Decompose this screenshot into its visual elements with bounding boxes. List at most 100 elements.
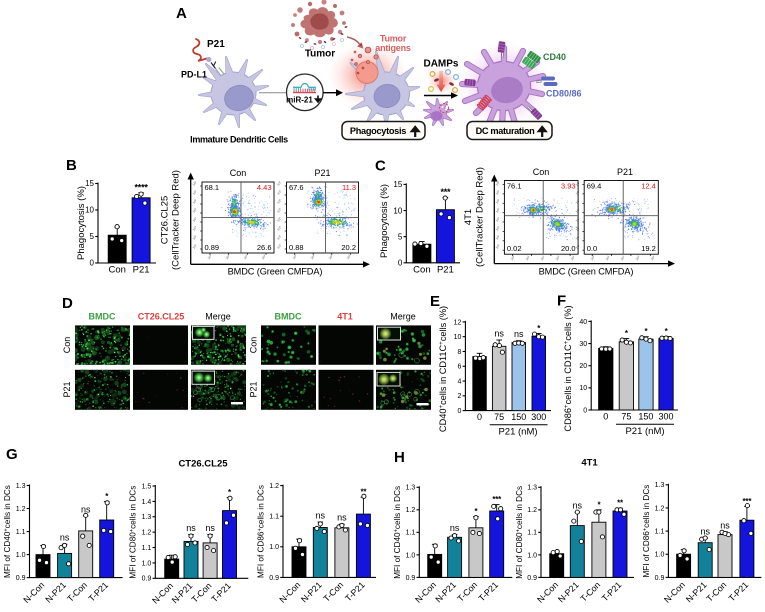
svg-text:68.1: 68.1	[205, 183, 220, 192]
svg-text:1.1: 1.1	[655, 528, 665, 535]
svg-text:1.0: 1.0	[655, 552, 665, 559]
svg-text:4T1: 4T1	[581, 458, 598, 469]
svg-text:102: 102	[540, 254, 547, 261]
svg-text:0.9: 0.9	[655, 575, 665, 582]
svg-text:103: 103	[555, 254, 562, 261]
svg-text:CT26.CL25: CT26.CL25	[160, 196, 171, 245]
svg-text:**: **	[360, 488, 367, 497]
svg-text:ns: ns	[337, 513, 347, 523]
svg-text:102: 102	[575, 234, 582, 241]
svg-text:BMDC (Green CMFDA): BMDC (Green CMFDA)	[228, 267, 323, 277]
svg-text:105: 105	[192, 207, 199, 214]
svg-text:P21: P21	[437, 264, 454, 275]
svg-text:101: 101	[310, 253, 317, 260]
svg-text:Tumor: Tumor	[380, 34, 407, 44]
svg-text:76.1: 76.1	[507, 182, 522, 191]
svg-text:1.2: 1.2	[269, 483, 279, 490]
svg-text:15: 15	[393, 180, 402, 189]
svg-text:ns: ns	[186, 523, 196, 533]
svg-text:*: *	[597, 500, 601, 509]
svg-text:102: 102	[276, 180, 283, 187]
svg-text:1.1: 1.1	[142, 545, 152, 552]
svg-text:101: 101	[276, 189, 283, 196]
svg-text:ns: ns	[81, 504, 91, 514]
svg-text:4T1: 4T1	[337, 312, 353, 322]
svg-text:BMDC: BMDC	[89, 312, 116, 322]
svg-text:1.2: 1.2	[655, 505, 665, 512]
svg-text:101: 101	[192, 189, 199, 196]
svg-text:P21 (nM): P21 (nM)	[498, 427, 537, 438]
svg-text:100: 100	[276, 198, 283, 205]
svg-text:ns: ns	[205, 523, 215, 533]
svg-text:105: 105	[276, 207, 283, 214]
svg-text:150: 150	[511, 412, 526, 422]
svg-text:1.0: 1.0	[406, 552, 416, 559]
svg-text:Con: Con	[413, 264, 430, 275]
svg-text:40: 40	[579, 319, 587, 326]
svg-text:MFI of CD40+cells in DCs: MFI of CD40+cells in DCs	[3, 485, 12, 578]
svg-text:0.0: 0.0	[587, 244, 597, 253]
svg-text:ns: ns	[573, 501, 583, 511]
svg-text:MFI of CD40+cells in DCs: MFI of CD40+cells in DCs	[393, 486, 402, 579]
svg-text:*: *	[105, 492, 109, 501]
svg-text:MFI of CD86+cells in DCs: MFI of CD86+cells in DCs	[257, 485, 266, 578]
svg-text:102: 102	[192, 234, 199, 241]
svg-text:CD40+cells in CD11C+cells (%): CD40+cells in CD11C+cells (%)	[438, 306, 448, 432]
svg-text:Con: Con	[62, 337, 72, 354]
svg-text:102: 102	[192, 180, 199, 187]
svg-text:102: 102	[328, 253, 335, 260]
svg-text:CT26.CL25: CT26.CL25	[178, 459, 228, 470]
svg-text:P21: P21	[207, 39, 225, 50]
svg-text:CD86+cells in CD11C+cells (%): CD86+cells in CD11C+cells (%)	[563, 305, 573, 431]
svg-text:ns: ns	[450, 523, 460, 533]
svg-text:ns: ns	[316, 511, 326, 521]
svg-text:3.93: 3.93	[561, 182, 576, 191]
svg-text:PD-L1: PD-L1	[181, 70, 207, 80]
svg-text:1.0: 1.0	[16, 552, 26, 559]
svg-text:102: 102	[575, 180, 582, 187]
svg-text:0: 0	[90, 259, 95, 268]
svg-text:10: 10	[454, 334, 462, 341]
svg-text:6: 6	[457, 364, 461, 371]
svg-text:69.4: 69.4	[587, 182, 602, 191]
svg-text:101: 101	[495, 189, 502, 196]
svg-text:1.0: 1.0	[142, 560, 152, 567]
svg-text:0.89: 0.89	[205, 243, 220, 252]
svg-text:Merge: Merge	[205, 312, 231, 322]
svg-text:1.0: 1.0	[527, 552, 537, 559]
svg-text:P21: P21	[617, 167, 633, 177]
svg-text:102: 102	[620, 254, 627, 261]
svg-text:4T1: 4T1	[463, 209, 474, 225]
svg-text:0.9: 0.9	[527, 575, 537, 582]
svg-text:102: 102	[495, 234, 502, 241]
svg-text:102: 102	[276, 234, 283, 241]
svg-text:ns: ns	[60, 533, 70, 543]
svg-text:CD40: CD40	[543, 52, 566, 62]
svg-text:26.6: 26.6	[257, 243, 272, 252]
svg-text:P21: P21	[249, 381, 259, 397]
svg-text:12.4: 12.4	[641, 182, 656, 191]
svg-text:Con: Con	[108, 265, 125, 276]
svg-text:101: 101	[192, 243, 199, 250]
svg-text:Tumor: Tumor	[305, 49, 335, 60]
svg-text:0.9: 0.9	[142, 576, 152, 583]
svg-text:DAMPs: DAMPs	[423, 59, 458, 70]
svg-text:DC maturation: DC maturation	[476, 126, 535, 136]
svg-text:101: 101	[605, 254, 612, 261]
svg-text:12: 12	[454, 319, 462, 326]
svg-text:1.3: 1.3	[527, 485, 537, 492]
svg-text:8: 8	[457, 349, 461, 356]
svg-text:(CellTracker Deep Red): (CellTracker Deep Red)	[475, 167, 486, 267]
svg-text:104: 104	[495, 216, 502, 223]
svg-text:***: ***	[743, 497, 753, 506]
svg-text:5: 5	[398, 232, 403, 241]
svg-text:104: 104	[192, 216, 199, 223]
svg-text:1.3: 1.3	[142, 514, 152, 521]
svg-text:103: 103	[635, 254, 642, 261]
svg-text:0: 0	[583, 407, 587, 414]
svg-text:H: H	[394, 449, 405, 466]
svg-text:MFI of CD80+cells in DCs: MFI of CD80+cells in DCs	[129, 486, 138, 579]
svg-text:****: ****	[134, 182, 148, 192]
svg-text:105: 105	[495, 207, 502, 214]
svg-text:75: 75	[621, 412, 631, 422]
